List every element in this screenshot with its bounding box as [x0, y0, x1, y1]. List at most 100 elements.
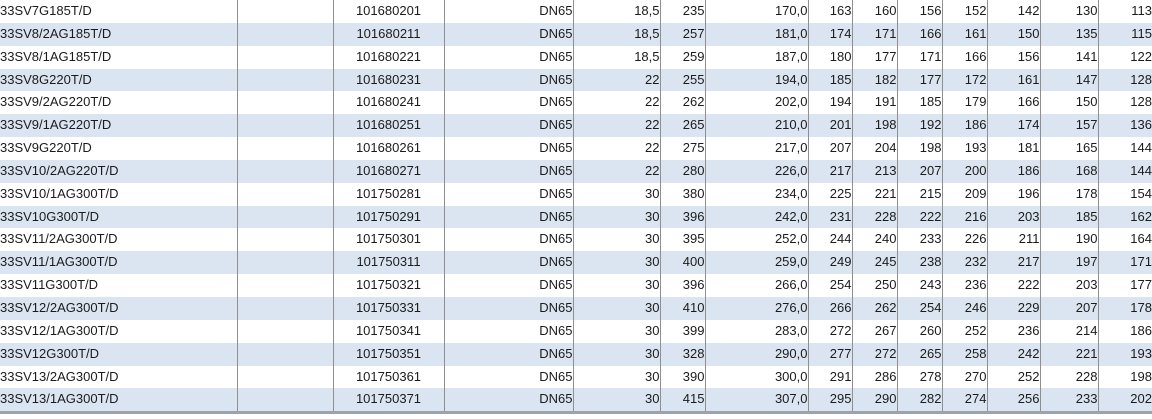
- dn-size-cell: DN65: [444, 182, 574, 206]
- value-cell: 274: [942, 388, 988, 413]
- value-cell: 216: [942, 205, 988, 229]
- article-number-cell: 101680251: [333, 114, 445, 138]
- value-cell: 244: [808, 228, 853, 252]
- dn-size-cell: DN65: [444, 68, 574, 92]
- empty-cell: [237, 205, 334, 229]
- value-cell: 252: [987, 365, 1041, 389]
- value-cell: 254: [808, 274, 853, 297]
- value-cell: 250: [852, 274, 898, 297]
- table-row: 33SV8/2AG185T/D 101680211 DN65 18,5 257 181,0…: [0, 22, 1152, 46]
- power-cell: 30: [573, 251, 661, 275]
- value-cell: 252,0: [705, 228, 809, 252]
- value-cell: 147: [1040, 68, 1099, 92]
- value-cell: 161: [987, 68, 1041, 92]
- value-cell: 142: [987, 0, 1041, 23]
- value-cell: 130: [1040, 0, 1099, 23]
- dn-size-cell: DN65: [444, 296, 574, 320]
- article-number-cell: 101680261: [333, 137, 445, 160]
- article-number-cell: 101680221: [333, 45, 445, 69]
- value-cell: 232: [942, 251, 988, 275]
- value-cell: 242,0: [705, 205, 809, 229]
- value-cell: 177: [897, 68, 943, 92]
- value-cell: 162: [1098, 205, 1152, 229]
- power-cell: 22: [573, 137, 661, 160]
- table-row: 33SV7G185T/D 101680201 DN65 18,5 235 170,0 163…: [0, 0, 1152, 23]
- value-cell: 174: [987, 114, 1041, 138]
- value-cell: 186: [942, 114, 988, 138]
- value-cell: 233: [897, 228, 943, 252]
- value-cell: 136: [1098, 114, 1152, 138]
- empty-cell: [237, 342, 334, 366]
- empty-cell: [237, 182, 334, 206]
- value-cell: 238: [897, 251, 943, 275]
- value-cell: 156: [897, 0, 943, 23]
- value-cell: 221: [852, 182, 898, 206]
- value-cell: 161: [942, 22, 988, 46]
- value-cell: 197: [1040, 251, 1099, 275]
- value-cell: 286: [852, 365, 898, 389]
- value-cell: 390: [660, 365, 706, 389]
- value-cell: 191: [852, 91, 898, 115]
- table-row: 33SV12/2AG300T/D 101750331 DN65 30 410 276,0 2…: [0, 296, 1152, 320]
- value-cell: 226: [942, 228, 988, 252]
- table-row: 33SV10G300T/D 101750291 DN65 30 396 242,0 231 2…: [0, 205, 1152, 229]
- power-cell: 22: [573, 91, 661, 115]
- value-cell: 214: [1040, 319, 1099, 343]
- value-cell: 213: [852, 159, 898, 183]
- dn-size-cell: DN65: [444, 388, 574, 413]
- value-cell: 267: [852, 319, 898, 343]
- value-cell: 144: [1098, 159, 1152, 183]
- power-cell: 30: [573, 182, 661, 206]
- dn-size-cell: DN65: [444, 365, 574, 389]
- value-cell: 177: [1098, 274, 1152, 297]
- model-name-cell: 33SV12/2AG300T/D: [0, 296, 238, 320]
- value-cell: 272: [852, 342, 898, 366]
- article-number-cell: 101750311: [333, 251, 445, 275]
- dn-size-cell: DN65: [444, 137, 574, 160]
- model-name-cell: 33SV9/1AG220T/D: [0, 114, 238, 138]
- model-name-cell: 33SV11/1AG300T/D: [0, 251, 238, 275]
- value-cell: 187,0: [705, 45, 809, 69]
- value-cell: 128: [1098, 68, 1152, 92]
- value-cell: 202: [1098, 388, 1152, 413]
- table-row: 33SV12/1AG300T/D 101750341 DN65 30 399 283,0 2…: [0, 319, 1152, 343]
- value-cell: 258: [942, 342, 988, 366]
- value-cell: 200: [942, 159, 988, 183]
- table-row: 33SV8/1AG185T/D 101680221 DN65 18,5 259 187,0…: [0, 45, 1152, 69]
- value-cell: 215: [897, 182, 943, 206]
- model-name-cell: 33SV10/2AG220T/D: [0, 159, 238, 183]
- article-number-cell: 101750361: [333, 365, 445, 389]
- value-cell: 196: [987, 182, 1041, 206]
- empty-cell: [237, 319, 334, 343]
- value-cell: 270: [942, 365, 988, 389]
- value-cell: 257: [660, 22, 706, 46]
- value-cell: 410: [660, 296, 706, 320]
- dn-size-cell: DN65: [444, 45, 574, 69]
- power-cell: 30: [573, 205, 661, 229]
- value-cell: 135: [1040, 22, 1099, 46]
- model-name-cell: 33SV10G300T/D: [0, 205, 238, 229]
- table-row: 33SV10/2AG220T/D 101680271 DN65 22 280 226,0 2…: [0, 159, 1152, 183]
- model-name-cell: 33SV12/1AG300T/D: [0, 319, 238, 343]
- value-cell: 166: [942, 45, 988, 69]
- value-cell: 290,0: [705, 342, 809, 366]
- value-cell: 198: [852, 114, 898, 138]
- power-cell: 22: [573, 68, 661, 92]
- model-name-cell: 33SV8G220T/D: [0, 68, 238, 92]
- value-cell: 256: [987, 388, 1041, 413]
- value-cell: 150: [987, 22, 1041, 46]
- value-cell: 171: [852, 22, 898, 46]
- value-cell: 280: [660, 159, 706, 183]
- empty-cell: [237, 365, 334, 389]
- empty-cell: [237, 296, 334, 320]
- empty-cell: [237, 91, 334, 115]
- value-cell: 243: [897, 274, 943, 297]
- value-cell: 204: [852, 137, 898, 160]
- value-cell: 328: [660, 342, 706, 366]
- table-row: 33SV11/1AG300T/D 101750311 DN65 30 400 259,0 2…: [0, 251, 1152, 275]
- value-cell: 282: [897, 388, 943, 413]
- value-cell: 203: [987, 205, 1041, 229]
- article-number-cell: 101680241: [333, 91, 445, 115]
- value-cell: 290: [852, 388, 898, 413]
- model-name-cell: 33SV13/1AG300T/D: [0, 388, 238, 413]
